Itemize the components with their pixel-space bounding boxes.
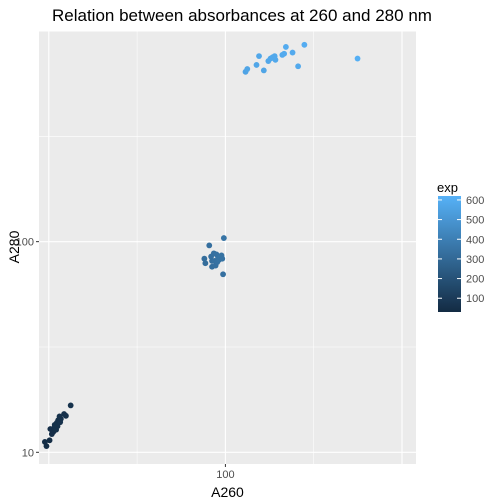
data-point	[282, 44, 289, 50]
plot-panel	[39, 31, 416, 464]
data-point	[57, 416, 64, 422]
data-point	[260, 67, 267, 74]
chart-title: Relation between absorbances at 260 and …	[52, 6, 432, 25]
x-axis-title: A260	[211, 484, 244, 500]
y-axis-ticks: 10 100	[16, 237, 39, 459]
data-point	[220, 235, 227, 241]
data-point	[46, 437, 53, 444]
data-point	[253, 62, 260, 68]
data-point	[295, 63, 302, 70]
data-point	[301, 41, 308, 48]
color-legend: exp 100 200 300 400 500 600	[437, 180, 484, 312]
data-point	[289, 49, 296, 56]
data-point	[272, 56, 279, 63]
data-point	[201, 255, 208, 262]
x-tick-label: 100	[216, 469, 234, 481]
legend-title: exp	[437, 180, 458, 195]
legend-tick-label: 300	[466, 254, 484, 266]
x-axis-ticks: 100	[216, 464, 235, 481]
data-point	[220, 271, 226, 278]
data-point	[281, 50, 288, 57]
legend-tick-label: 200	[466, 274, 484, 286]
data-point	[244, 66, 251, 72]
data-points	[41, 41, 361, 450]
data-point	[43, 443, 50, 450]
data-point	[67, 402, 74, 409]
data-point	[256, 53, 262, 60]
data-point	[219, 255, 226, 262]
y-axis-title: A280	[6, 230, 22, 263]
y-tick-label: 10	[22, 447, 34, 459]
data-point	[354, 55, 361, 62]
major-gridlines	[39, 30, 416, 464]
minor-gridlines	[39, 31, 416, 464]
legend-tick-label: 500	[466, 215, 484, 227]
legend-ticks: 100 200 300 400 500 600	[438, 195, 484, 305]
data-point	[206, 242, 213, 249]
legend-tick-label: 100	[466, 293, 484, 305]
legend-colorbar	[438, 196, 461, 312]
y-tick-label: 100	[16, 237, 34, 249]
legend-tick-label: 600	[466, 195, 484, 207]
data-point	[202, 260, 209, 267]
data-point	[63, 412, 69, 419]
legend-tick-label: 400	[466, 234, 484, 246]
